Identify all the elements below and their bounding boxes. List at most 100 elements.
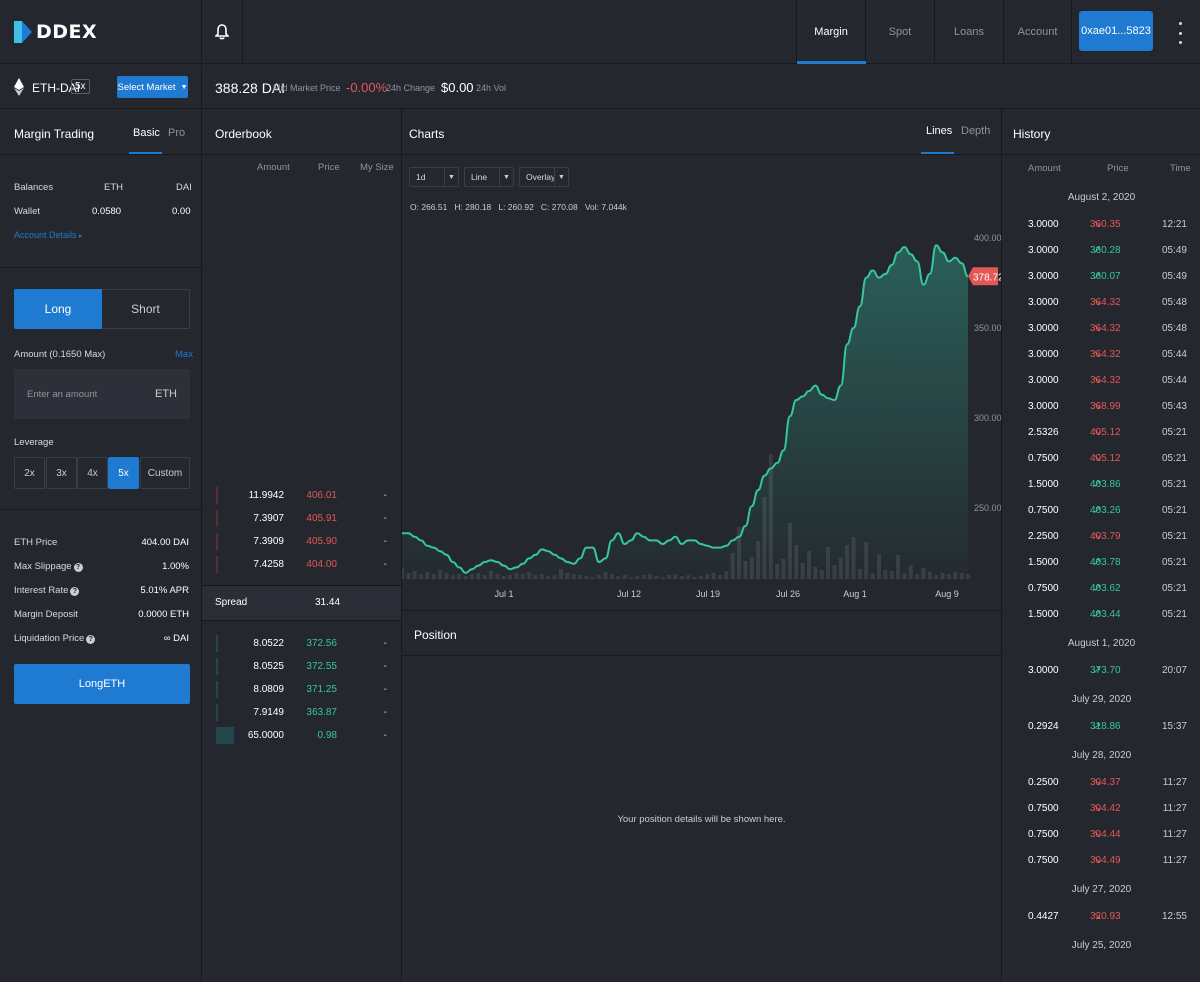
history-row: 0.7500 403.62 ↗ 05:21 (1003, 576, 1200, 602)
trade-price-value: 403.78 (1090, 557, 1121, 568)
chart-tab-depth[interactable]: Depth (961, 125, 991, 137)
orderbook-bid-row[interactable]: 7.9149 363.87 - (203, 701, 399, 724)
stat-label: Interest Rate? (14, 585, 80, 596)
orderbook-bid-row[interactable]: 8.0522 372.56 - (203, 632, 399, 655)
leverage-option-5x[interactable]: 5x (108, 457, 139, 489)
chart-tab-lines[interactable]: Lines (926, 125, 953, 137)
divider (202, 154, 401, 155)
trade-time: 05:43 (1161, 401, 1187, 412)
short-button[interactable]: Short (102, 289, 190, 329)
trade-time: 05:21 (1161, 609, 1187, 620)
leverage-option-custom[interactable]: Custom (140, 457, 190, 489)
trade-time: 05:21 (1161, 453, 1187, 464)
bid-price: 372.55 (306, 661, 337, 672)
balances-label: Balances (14, 182, 54, 193)
price-chart[interactable]: 400.00 350.00 300.00 250.00 Jul 1 Jul 12 Jul … (402, 160, 1001, 610)
trade-time: 05:21 (1161, 427, 1187, 438)
bid-my-size: - (383, 661, 387, 672)
panel-title-orderbook: Orderbook (215, 127, 272, 141)
wallet-address-button[interactable]: 0xae01...5823 (1079, 11, 1153, 51)
trade-time: 11:27 (1162, 803, 1187, 814)
nav-tab-label: Loans (954, 26, 984, 38)
mid-market-price-label: Mid Market Price (273, 83, 341, 93)
trade-price: 405.12 ↘ (1090, 420, 1121, 446)
stat-label: ETH Price (14, 537, 57, 548)
orderbook-header-price: Price (318, 162, 340, 173)
trade-price-value: 373.70 (1090, 665, 1121, 676)
chart-style-dropdown[interactable]: Line ▼ (464, 167, 514, 187)
ask-price: 406.01 (306, 490, 337, 501)
history-row: 1.5000 403.78 ↗ 05:21 (1003, 550, 1200, 576)
tab-pro[interactable]: Pro (168, 127, 186, 139)
leverage-option-2x[interactable]: 2x (14, 457, 45, 489)
nav-tab-spot[interactable]: Spot (865, 0, 934, 64)
caret-down-icon: ▼ (180, 83, 188, 91)
orderbook-bid-row[interactable]: 8.0525 372.55 - (203, 655, 399, 678)
orderbook-ask-row[interactable]: 7.3909 405.90 - (203, 530, 399, 553)
history-row: 0.2500 304.37 ↘ 11:27 (1003, 770, 1200, 796)
orderbook-ask-row[interactable]: 11.9942 406.01 - (203, 484, 399, 507)
active-mode-indicator (129, 152, 162, 154)
balance-column-dai: DAI (176, 182, 192, 193)
divider (201, 65, 202, 109)
leverage-option-3x[interactable]: 3x (46, 457, 77, 489)
orderbook-bid-row[interactable]: 8.0809 371.25 - (203, 678, 399, 701)
stat-label-text: ETH Price (14, 537, 58, 548)
long-button[interactable]: Long (14, 289, 102, 329)
help-icon[interactable]: ? (73, 563, 83, 572)
ethereum-icon (14, 78, 24, 96)
arrow-up-right-icon: ↗ (1093, 557, 1102, 568)
leverage-option-4x[interactable]: 4x (77, 457, 108, 489)
orderbook-ask-row[interactable]: 7.3907 405.91 - (203, 507, 399, 530)
x-axis-tick-label: Aug 9 (935, 589, 959, 599)
arrow-up-right-icon: ↗ (1093, 271, 1102, 282)
overlay-dropdown[interactable]: Overlay ▼ (519, 167, 569, 187)
spread-bar: Spread 31.44 (202, 585, 401, 621)
trade-amount: 1.5000 (1028, 557, 1059, 568)
amount-input[interactable]: Enter an amount ETH (14, 369, 190, 419)
history-row: 0.7500 304.44 ↘ 11:27 (1003, 822, 1200, 848)
trade-price-value: 405.12 (1090, 427, 1121, 438)
tab-basic[interactable]: Basic (133, 127, 160, 139)
kebab-menu-icon[interactable] (1170, 22, 1190, 44)
notifications-button[interactable] (201, 0, 243, 64)
nav-tab-margin[interactable]: Margin (796, 0, 865, 64)
x-axis-tick-label: Jul 26 (776, 589, 800, 599)
history-row: 2.5326 405.12 ↘ 05:21 (1003, 420, 1200, 446)
trade-time: 15:37 (1161, 721, 1187, 732)
trade-price: 405.12 ↘ (1090, 446, 1121, 472)
help-icon[interactable]: ? (70, 587, 80, 596)
orderbook-bid-row[interactable]: 65.0000 0.98 - (203, 724, 399, 747)
orderbook-ask-row[interactable]: 7.4258 404.00 - (203, 553, 399, 576)
24h-volume-label: 24h Vol (476, 83, 507, 93)
trade-amount: 0.7500 (1028, 803, 1059, 814)
last-price-tag: 378.72 (968, 267, 1001, 286)
trade-time: 11:27 (1162, 829, 1187, 840)
trade-amount: 1.5000 (1028, 479, 1059, 490)
ddex-logo[interactable]: DDEX (14, 20, 97, 44)
arrow-up-right-icon: ↗ (1093, 721, 1102, 732)
nav-tab-account[interactable]: Account (1003, 0, 1072, 64)
depth-bar (216, 556, 218, 573)
max-amount-link[interactable]: Max (175, 349, 193, 360)
help-icon[interactable]: ? (86, 635, 96, 644)
submit-long-eth-button[interactable]: LongETH (14, 664, 190, 704)
overlay-value: Overlay (526, 172, 556, 182)
history-row: 3.0000 364.32 ↘ 05:44 (1003, 342, 1200, 368)
trade-time: 05:48 (1161, 297, 1187, 308)
bid-amount: 7.9149 (253, 707, 284, 718)
24h-volume-value: $0.00 (441, 80, 474, 95)
arrow-up-right-icon: ↗ (1093, 583, 1102, 594)
trade-time: 05:21 (1161, 557, 1187, 568)
bid-price: 372.56 (306, 638, 337, 649)
depth-bar (216, 704, 218, 721)
divider (201, 109, 202, 982)
trade-price-value: 318.86 (1090, 721, 1121, 732)
trade-amount: 3.0000 (1028, 245, 1059, 256)
account-details-label: Account Details (14, 230, 77, 240)
select-market-button[interactable]: Select Market ▼ (117, 76, 188, 98)
account-details-link[interactable]: Account Details ▸ (14, 230, 83, 240)
nav-tab-loans[interactable]: Loans (934, 0, 1003, 64)
interval-dropdown[interactable]: 1d ▼ (409, 167, 459, 187)
trade-price: 364.32 ↘ (1090, 368, 1121, 394)
